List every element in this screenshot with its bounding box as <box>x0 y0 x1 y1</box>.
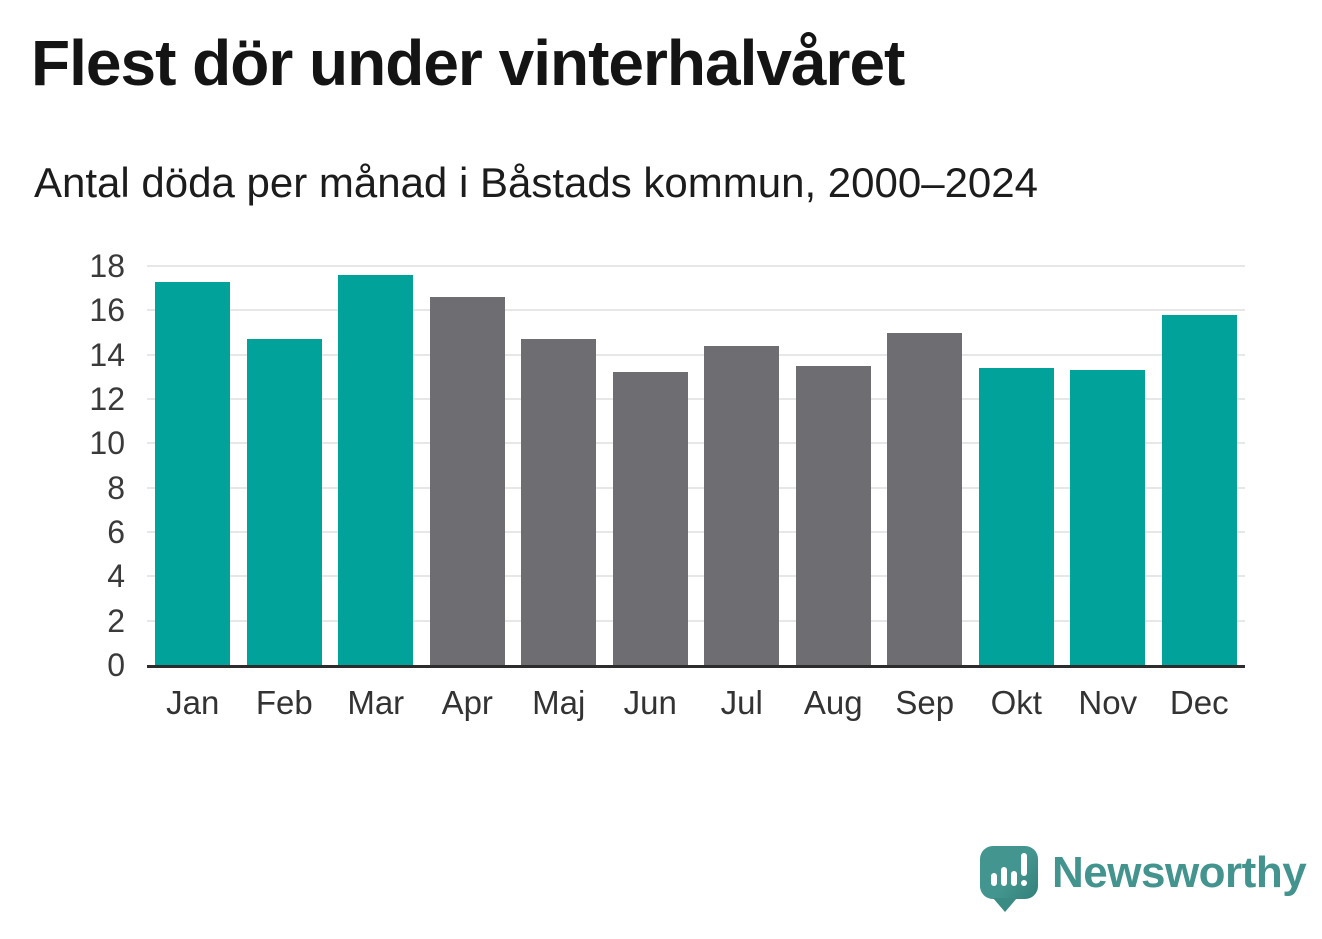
plot-area <box>147 265 1246 668</box>
x-tick-label: Apr <box>441 684 493 721</box>
logo-chart-bar-icon <box>1001 867 1007 886</box>
newsworthy-logo: Newsworthy <box>980 846 1307 912</box>
bar-nov <box>1070 370 1146 665</box>
bar-jul <box>704 345 780 665</box>
x-axis: Jan Feb Mar Apr Maj Jun Jul Aug Sep Okt Nov Dec <box>147 684 1245 722</box>
gridline <box>147 486 1245 489</box>
bar-slot <box>696 266 788 665</box>
bar-slot <box>513 266 605 665</box>
bar-mar <box>338 274 414 665</box>
x-tick-label: Jun <box>623 684 677 721</box>
bar-slot <box>971 266 1063 665</box>
gridline <box>147 265 1245 267</box>
x-tick-label: Mar <box>347 684 405 721</box>
bar-dec <box>1161 314 1237 665</box>
newsworthy-wordmark: Newsworthy <box>1052 847 1307 897</box>
y-tick-label: 8 <box>107 469 125 506</box>
bar-apr <box>429 297 505 665</box>
gridline <box>147 442 1245 445</box>
y-tick-label: 6 <box>107 514 125 550</box>
x-tick-label: Aug <box>803 684 863 721</box>
gridline <box>147 619 1245 622</box>
y-tick-label: 4 <box>107 558 125 595</box>
logo-speech-tail <box>993 898 1017 912</box>
bar-jun <box>612 372 688 665</box>
x-tick-label: Feb <box>255 684 313 721</box>
bar-slot <box>879 266 971 665</box>
gridline <box>147 575 1245 578</box>
bar-aug <box>795 365 871 665</box>
y-tick-label: 18 <box>89 248 125 284</box>
chart-title: Flest dör under vinterhalvåret <box>31 27 905 99</box>
x-tick-label: Sep <box>895 684 955 721</box>
gridline <box>147 531 1245 533</box>
x-tick-label: Nov <box>1078 684 1138 721</box>
gridline <box>147 398 1245 400</box>
y-tick-label: 2 <box>107 602 125 639</box>
y-tick-label: 0 <box>107 647 125 683</box>
bar-slot <box>147 266 239 665</box>
chart-subtitle: Antal döda per månad i Båstads kommun, 2… <box>34 159 1039 206</box>
bar-slot <box>1154 266 1246 665</box>
logo-chart-bar-icon <box>1011 871 1017 886</box>
bar-okt <box>978 367 1054 665</box>
x-tick-label: Jul <box>720 684 763 721</box>
logo-chart-bar-icon <box>991 873 997 886</box>
bar-slot <box>1062 266 1154 665</box>
bar-slot <box>605 266 697 665</box>
bar-feb <box>246 339 322 665</box>
logo-exclamation-dot-icon <box>1021 880 1027 886</box>
bar-jan <box>155 281 231 665</box>
bar-maj <box>521 339 597 665</box>
bar-slot <box>788 266 880 665</box>
x-tick-label: Maj <box>532 684 586 721</box>
y-tick-label: 14 <box>89 336 125 373</box>
bar-slot <box>422 266 514 665</box>
x-tick-label: Jan <box>166 684 220 721</box>
gridline <box>147 353 1245 356</box>
x-tick-label: Okt <box>990 684 1042 721</box>
y-tick-label: 12 <box>89 381 125 417</box>
y-tick-label: 10 <box>89 425 125 462</box>
bar-sep <box>887 332 963 665</box>
bar-slot <box>330 266 422 665</box>
y-tick-label: 16 <box>89 292 125 329</box>
gridline <box>147 309 1245 312</box>
newsworthy-logo-icon <box>980 846 1038 912</box>
bar-slot <box>239 266 331 665</box>
logo-exclamation-icon <box>1021 853 1027 876</box>
x-tick-label: Dec <box>1169 684 1229 721</box>
bar-chart: Jan Feb Mar Apr Maj Jun Jul Aug Sep Okt Nov Dec 0 2 4… <box>0 248 1322 746</box>
